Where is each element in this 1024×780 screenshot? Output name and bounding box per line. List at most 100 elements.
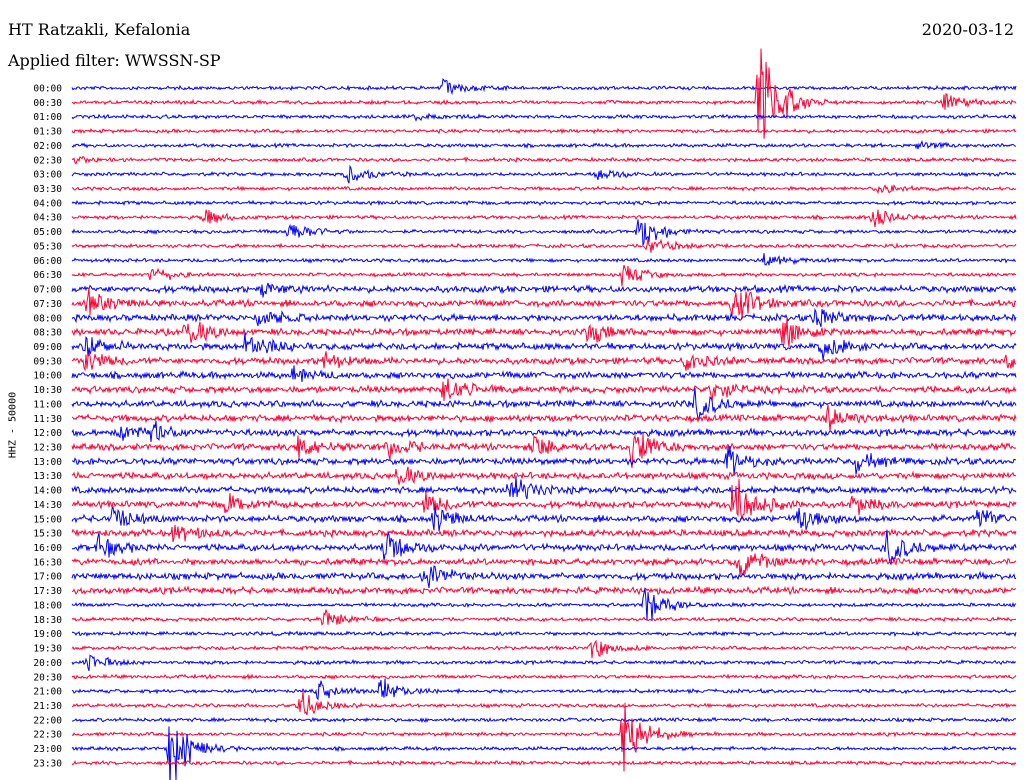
row-tick-label: 10:00 <box>33 371 62 382</box>
row-tick-label: 13:00 <box>33 457 62 468</box>
row-tick-label: 15:30 <box>33 529 62 540</box>
row-tick-label: 00:30 <box>33 98 62 109</box>
trace-line-0830 <box>71 317 1017 347</box>
row-tick-label: 10:30 <box>33 385 62 396</box>
trace-line-1530 <box>71 524 1017 543</box>
row-tick-label: 06:30 <box>33 270 62 281</box>
row-tick-label: 20:00 <box>33 658 62 669</box>
row-tick-label: 00:00 <box>33 84 62 95</box>
trace-line-0200 <box>71 140 1017 150</box>
trace-line-0300 <box>71 164 1017 184</box>
row-tick-label: 09:30 <box>33 356 62 367</box>
row-tick-label: 13:30 <box>33 471 62 482</box>
row-tick-label: 04:30 <box>33 213 62 224</box>
row-tick-label: 02:00 <box>33 141 62 152</box>
row-tick-label: 22:30 <box>33 730 62 741</box>
trace-line-0100 <box>71 112 1017 122</box>
row-tick-label: 06:00 <box>33 256 62 267</box>
trace-line-1600 <box>71 529 1017 566</box>
trace-line-0030 <box>71 48 1017 139</box>
trace-line-1000 <box>71 365 1017 382</box>
row-tick-label: 15:00 <box>33 514 62 525</box>
trace-line-1700 <box>71 565 1016 588</box>
trace-line-0800 <box>71 307 1017 327</box>
trace-line-0230 <box>71 155 1017 165</box>
trace-line-0600 <box>71 253 1017 266</box>
trace-line-2230 <box>71 702 1017 772</box>
row-tick-label: 04:00 <box>33 198 62 209</box>
trace-line-0400 <box>71 199 1017 207</box>
row-tick-label: 18:30 <box>33 615 62 626</box>
row-tick-label: 17:30 <box>33 586 62 597</box>
trace-line-2100 <box>71 678 1017 701</box>
trace-line-0730 <box>71 287 1017 320</box>
row-tick-label: 21:00 <box>33 687 62 698</box>
row-tick-label: 11:30 <box>33 414 62 425</box>
row-tick-label: 23:30 <box>33 758 62 769</box>
trace-line-0130 <box>71 127 1017 135</box>
row-tick-label: 07:00 <box>33 285 62 296</box>
trace-line-0330 <box>72 184 1017 195</box>
filter-label: Applied filter: WWSSN-SP <box>8 51 221 70</box>
trace-line-1800 <box>71 588 1017 622</box>
trace-line-1830 <box>71 609 1017 626</box>
trace-line-1930 <box>71 639 1017 659</box>
row-tick-label: 19:30 <box>33 644 62 655</box>
station-title: HT Ratzakli, Kefalonia <box>8 20 191 39</box>
row-tick-label: 16:30 <box>33 557 62 568</box>
trace-line-1500 <box>71 505 1017 532</box>
trace-line-0000 <box>71 77 1017 96</box>
trace-line-0700 <box>71 282 1017 298</box>
trace-line-0530 <box>71 238 1017 253</box>
row-tick-label: 08:00 <box>33 313 62 324</box>
row-tick-label: 16:00 <box>33 543 62 554</box>
trace-line-0900 <box>71 331 1017 361</box>
trace-line-1330 <box>71 466 1017 485</box>
row-tick-label: 23:00 <box>33 744 62 755</box>
row-tick-label: 03:30 <box>33 184 62 195</box>
trace-line-0430 <box>71 209 1017 228</box>
row-tick-label: 14:30 <box>33 500 62 511</box>
trace-line-2330 <box>71 759 1017 767</box>
row-tick-label: 07:30 <box>33 299 62 310</box>
row-tick-label: 22:00 <box>33 715 62 726</box>
row-tick-label: 01:30 <box>33 127 62 138</box>
row-tick-label: 12:30 <box>33 443 62 454</box>
trace-line-1730 <box>71 585 1017 596</box>
trace-line-1900 <box>71 630 1017 638</box>
trace-line-2200 <box>71 716 1017 724</box>
trace-line-1230 <box>71 433 1017 469</box>
row-tick-label: 03:00 <box>33 170 62 181</box>
trace-line-1630 <box>71 553 1017 577</box>
row-tick-label: 17:00 <box>33 572 62 583</box>
row-tick-label: 11:00 <box>33 399 62 410</box>
trace-line-1200 <box>71 420 1017 442</box>
trace-line-2300 <box>71 726 1017 780</box>
trace-line-1300 <box>71 445 1017 475</box>
trace-line-0630 <box>71 264 1017 287</box>
row-tick-label: 05:30 <box>33 241 62 252</box>
row-tick-label: 18:00 <box>33 600 62 611</box>
trace-line-1100 <box>71 387 1017 421</box>
row-tick-label: 05:00 <box>33 227 62 238</box>
trace-line-2000 <box>71 654 1017 671</box>
trace-line-0500 <box>71 219 1017 246</box>
row-tick-label: 12:00 <box>33 428 62 439</box>
row-tick-label: 19:00 <box>33 629 62 640</box>
row-tick-label: 02:30 <box>33 155 62 166</box>
row-tick-label: 20:30 <box>33 672 62 683</box>
trace-line-0930 <box>71 351 1017 372</box>
trace-line-1030 <box>71 378 1017 402</box>
row-tick-label: 08:30 <box>33 328 62 339</box>
date-label: 2020-03-12 <box>921 20 1014 39</box>
row-tick-label: 21:30 <box>33 701 62 712</box>
trace-line-1430 <box>71 478 1017 520</box>
row-tick-label: 09:00 <box>33 342 62 353</box>
row-tick-label: 01:00 <box>33 112 62 123</box>
trace-line-2130 <box>71 691 1017 716</box>
trace-line-2030 <box>71 673 1017 681</box>
trace-line-1400 <box>71 475 1017 500</box>
trace-line-1130 <box>71 404 1017 432</box>
row-tick-label: 14:00 <box>33 486 62 497</box>
